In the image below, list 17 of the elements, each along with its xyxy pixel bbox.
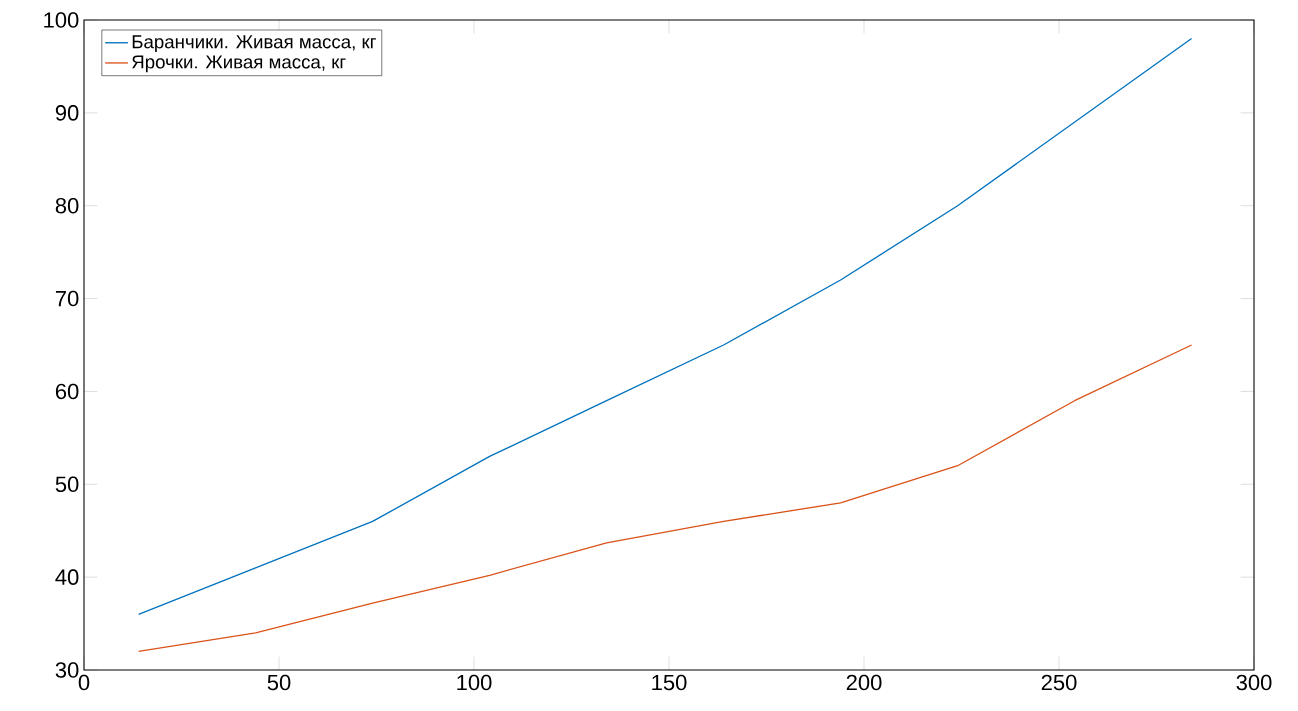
x-tick-label: 0 xyxy=(78,674,90,691)
y-tick-label: 80 xyxy=(55,197,79,214)
y-tick-label: 60 xyxy=(55,383,79,400)
x-tick-label: 200 xyxy=(846,674,882,691)
x-tick-label: 50 xyxy=(267,674,291,691)
x-tick-label: 150 xyxy=(652,674,687,691)
x-tick-label: 100 xyxy=(457,674,492,691)
legend-label: Баранчики. Живая масса, кг xyxy=(132,35,376,53)
y-tick-label: 100 xyxy=(44,12,79,28)
y-tick-label: 90 xyxy=(55,105,79,121)
legend-label: Ярочки. Живая масса, кг xyxy=(132,55,346,73)
y-tick-label: 70 xyxy=(55,290,79,307)
y-tick-label: 30 xyxy=(55,662,79,678)
y-tick-label: 50 xyxy=(55,476,79,493)
x-tick-label: 300 xyxy=(1236,674,1272,691)
x-tick-label: 250 xyxy=(1041,674,1077,691)
y-tick-label: 40 xyxy=(55,569,79,585)
